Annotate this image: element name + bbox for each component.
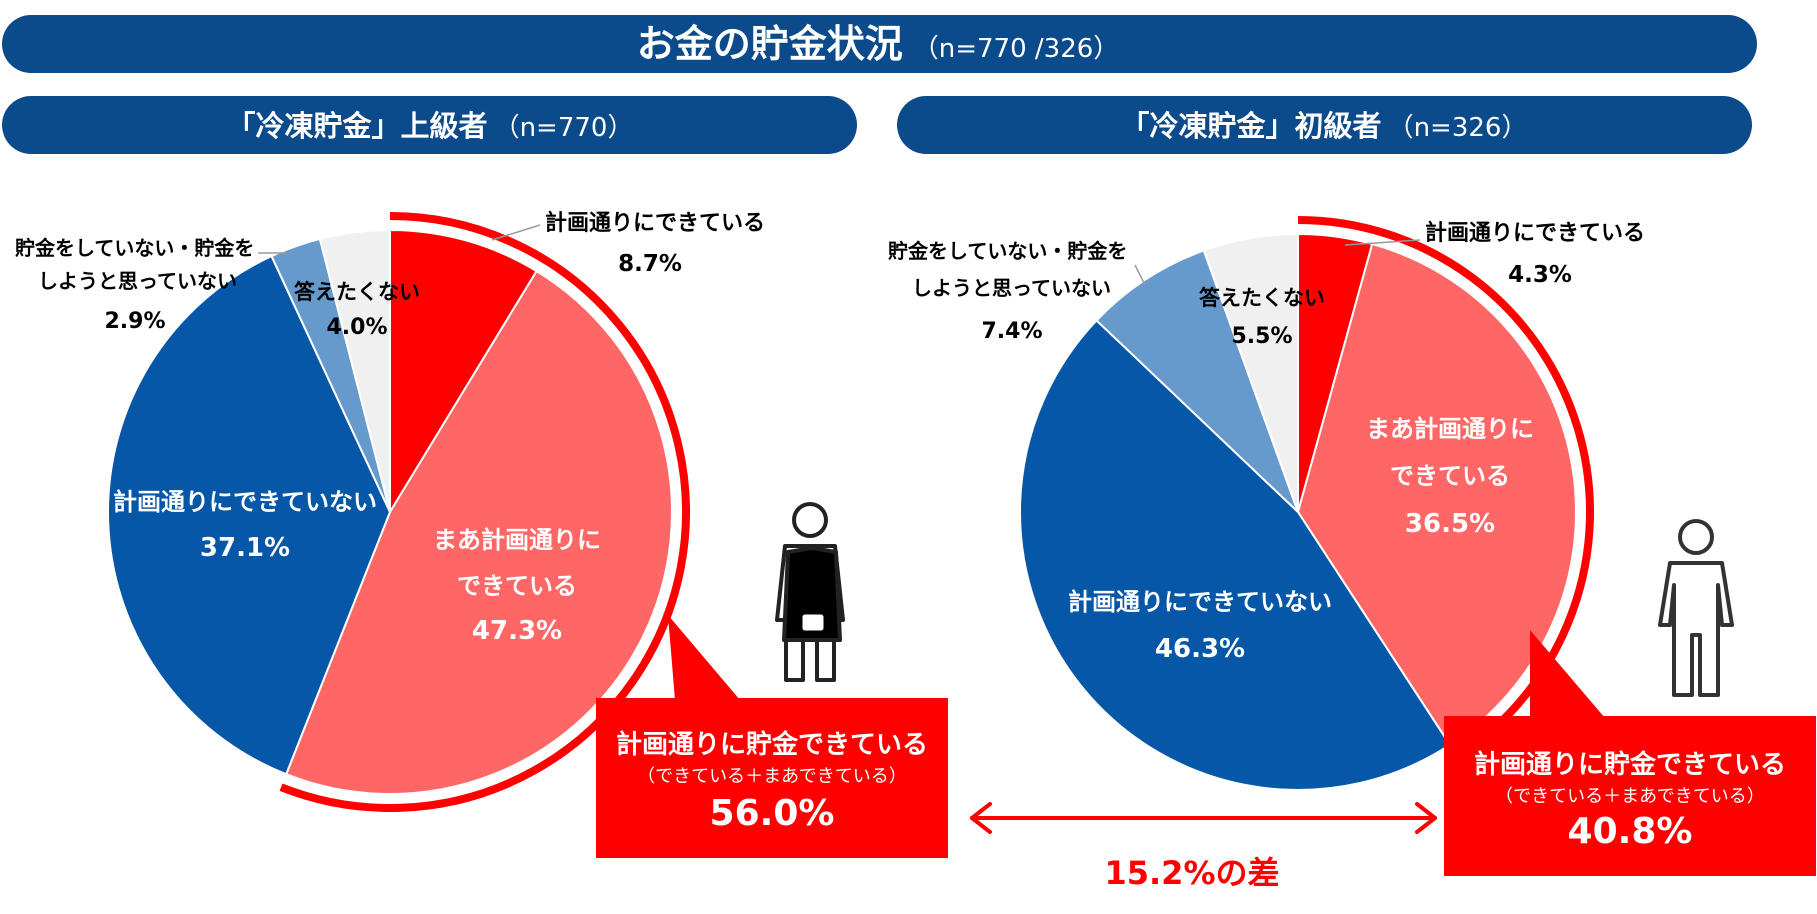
left-value-kotae: 4.0%: [326, 315, 387, 340]
left-value-dekinai: 37.1%: [200, 533, 290, 563]
difference-label: 15.2%の差: [1104, 854, 1279, 892]
left-chart-banner-text: 「冷凍貯金」上級者 （n=770）: [227, 109, 634, 143]
left-label-maa-1: まあ計画通りに: [433, 526, 601, 554]
right-value-dekiteiru: 4.3%: [1508, 262, 1572, 288]
right-pie-chart: [1019, 232, 1577, 791]
left-label-kotae: 答えたくない: [294, 280, 420, 304]
title-banner: [2, 15, 1757, 73]
right-chart-banner: [897, 96, 1752, 154]
title-text: お金の貯金状況 （n=770 /326）: [637, 22, 1120, 66]
right-leader-dekiteiru: [1344, 239, 1421, 246]
left-callout-sub: （できている＋まあできている）: [637, 766, 907, 787]
left-pie-slice-dekinai: [107, 254, 392, 776]
right-label-dekiteiru: 計画通りにできている: [1425, 220, 1645, 246]
left-label-maa-2: できている: [457, 572, 577, 600]
left-leader-dekiteiru: [491, 224, 541, 241]
right-label-maa-2: できている: [1390, 462, 1510, 490]
left-callout-pointer: [668, 615, 740, 700]
right-pie-slice-dekinai: [1019, 319, 1452, 791]
left-value-nochokin: 2.9%: [104, 309, 165, 334]
right-label-kotae: 答えたくない: [1199, 286, 1325, 310]
right-callout-title: 計画通りに貯金できている: [1474, 749, 1786, 780]
right-pie-slice-maa: [1296, 242, 1577, 747]
right-value-dekinai: 46.3%: [1155, 634, 1245, 664]
right-value-nochokin: 7.4%: [981, 319, 1042, 344]
man-person-icon: [1658, 519, 1734, 697]
right-leader-nochokin: [1134, 264, 1146, 286]
left-chart-title: 「冷凍貯金」上級者: [227, 109, 488, 143]
right-chart-title: 「冷凍貯金」初級者: [1121, 109, 1382, 143]
left-callout-title: 計画通りに貯金できている: [616, 729, 928, 760]
right-label-nochokin-2: しようと思っていない: [912, 276, 1111, 300]
left-value-maa: 47.3%: [472, 616, 562, 646]
right-chart-banner-text: 「冷凍貯金」初級者 （n=326）: [1121, 109, 1528, 143]
difference-arrow: [970, 802, 1437, 834]
right-callout-pointer: [1530, 630, 1605, 718]
left-pie-slice-maa: [284, 269, 673, 795]
right-label-nochokin-1: 貯金をしていない・貯金を: [888, 239, 1127, 263]
left-chart-n: （n=770）: [494, 113, 634, 143]
title-sub: （n=770 /326）: [913, 34, 1120, 64]
left-chart-banner: [2, 96, 857, 154]
right-value-maa: 36.5%: [1405, 509, 1495, 539]
left-callout-value: 56.0%: [710, 793, 835, 834]
right-pie-slice-kotae: [1202, 232, 1299, 513]
right-callout-box: [1444, 716, 1816, 876]
left-highlight-arc: [279, 212, 690, 812]
right-pie-slice-nochokin: [1095, 249, 1299, 513]
left-label-dekinai: 計画通りにできていない: [113, 488, 377, 516]
left-pie-slice-kotae: [318, 228, 391, 513]
right-callout-value: 40.8%: [1568, 811, 1693, 852]
left-pie-chart: [107, 228, 673, 795]
left-label-dekiteiru: 計画通りにできている: [545, 210, 765, 236]
right-chart-n: （n=326）: [1388, 113, 1528, 143]
right-label-dekinai: 計画通りにできていない: [1068, 588, 1332, 616]
right-callout-sub: （できている＋まあできている）: [1495, 786, 1765, 807]
title-main: お金の貯金状況: [637, 22, 903, 66]
left-label-nochokin-2: しようと思っていない: [38, 269, 237, 293]
woman-apron-icon: [775, 502, 845, 682]
left-callout-box: [596, 698, 948, 858]
left-label-nochokin-1: 貯金をしていない・貯金を: [15, 236, 254, 260]
left-value-dekiteiru: 8.7%: [618, 251, 682, 277]
right-value-kotae: 5.5%: [1231, 324, 1292, 349]
left-pie-slice-dekiteiru: [389, 228, 538, 516]
right-label-maa-1: まあ計画通りに: [1366, 415, 1534, 443]
